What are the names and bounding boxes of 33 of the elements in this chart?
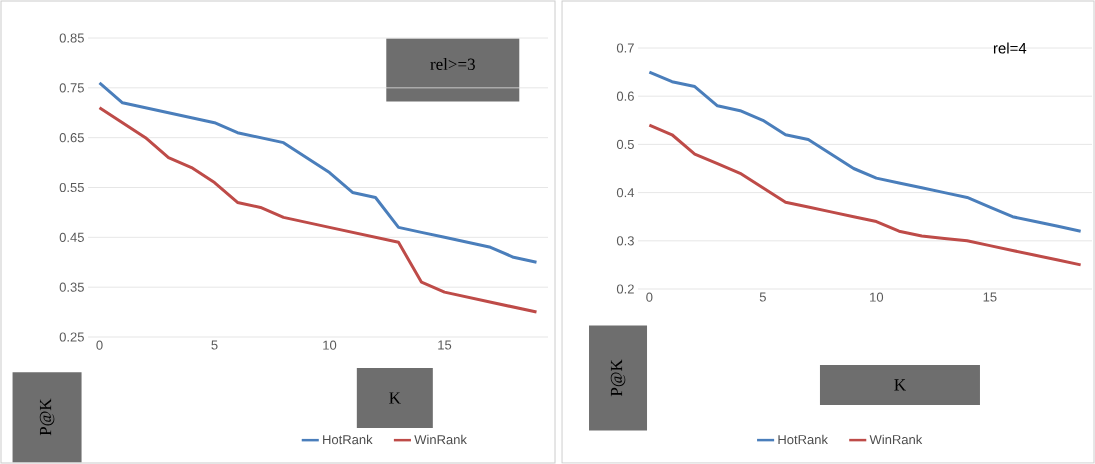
x-tick-label: 10 [323,340,337,350]
x-tick-label: 5 [211,340,218,350]
y-tick-label: 0.7 [616,43,634,53]
y-tick-label: 0.5 [616,139,634,149]
y-tick-label: 0.55 [59,182,84,193]
y-axis-title: P@K [39,398,55,436]
line-series [647,70,1083,233]
y-tick-label: 0.4 [616,188,635,198]
x-axis-title: K [389,392,401,404]
y-tick-label: 0.25 [59,332,84,342]
x-axis-title: K [894,379,906,391]
y-tick-label: 0.2 [616,284,634,294]
x-tick-label: 0 [646,292,653,302]
chart-title: rel=4 [993,42,1027,54]
y-tick-label: 0.75 [59,83,84,93]
legend-label: HotRank [323,434,373,445]
x-tick-label: 10 [870,292,884,302]
x-tick-label: 15 [438,340,452,350]
y-tick-label: 0.6 [616,91,634,101]
y-tick-label: 0.65 [59,133,84,143]
x-tick-label: 0 [96,340,103,350]
line-series [647,123,1083,267]
y-tick-label: 0.35 [59,282,84,292]
text: rel>=3 [430,58,475,70]
legend-label: WinRank [414,434,467,445]
x-tick-label: 5 [759,292,766,302]
legend-label: HotRank [778,434,828,445]
y-tick-label: 0.85 [59,33,84,43]
legend-label: WinRank [869,434,923,445]
y-tick-label: 0.3 [616,236,634,246]
y-tick-label: 0.45 [59,232,84,242]
y-axis-title: P@K [610,359,626,397]
x-tick-label: 15 [983,292,997,302]
